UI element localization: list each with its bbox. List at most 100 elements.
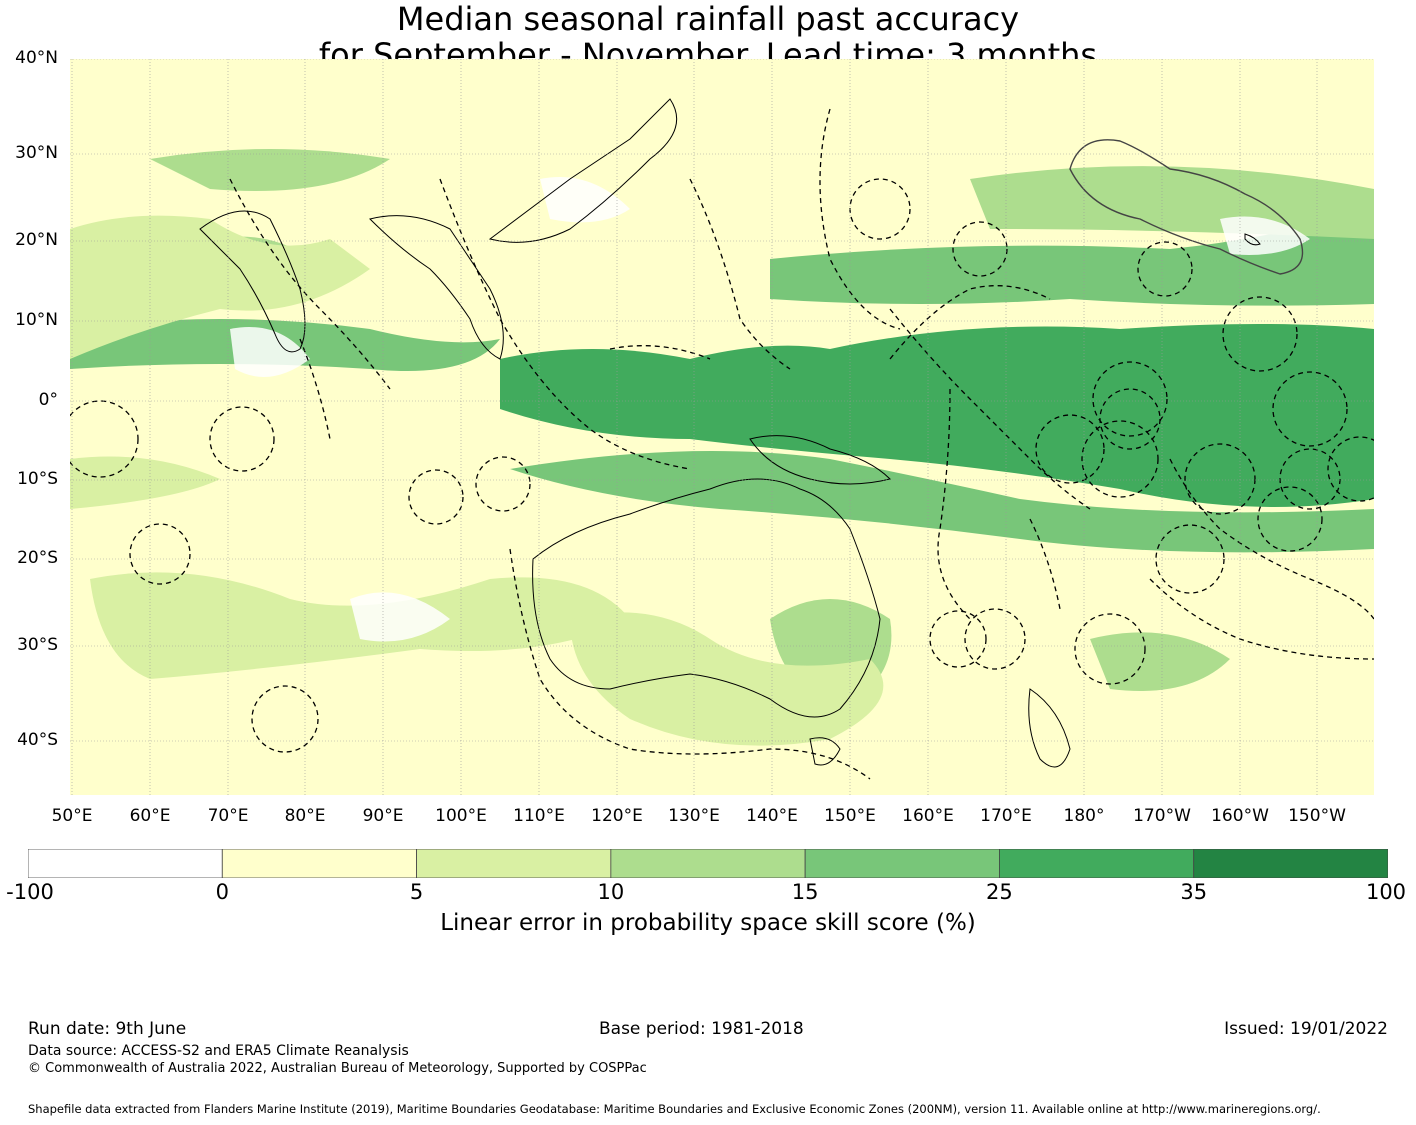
lon-label: 80°E — [284, 806, 326, 826]
lat-label: 40°N — [15, 48, 58, 68]
lat-label: 40°S — [17, 730, 58, 750]
eez-circle-5 — [1092, 361, 1168, 437]
base-period: Base period: 1981-2018 — [599, 1019, 804, 1039]
tasmania-coast — [809, 737, 841, 766]
lon-label: 110°E — [513, 806, 565, 826]
colorbar-title: Linear error in probability space skill … — [440, 910, 976, 936]
eez-circle-14 — [129, 523, 191, 585]
colorbar-tick-label: 5 — [409, 880, 424, 904]
lat-label: 10°N — [15, 310, 58, 330]
eez-circle-19 — [1155, 524, 1225, 594]
copyright: © Commonwealth of Australia 2022, Austra… — [28, 1061, 647, 1076]
map-title-line-1: Median seasonal rainfall past accuracy — [396, 0, 1020, 38]
colorbar-segment — [999, 849, 1195, 878]
eez-line-2 — [299, 338, 331, 440]
eez-circle-2 — [1137, 241, 1193, 297]
issued-date: Issued: 19/01/2022 — [1224, 1019, 1388, 1039]
india-coast — [199, 210, 306, 353]
eez-circle-12 — [209, 406, 275, 472]
southeast-asia-coast — [369, 215, 504, 360]
eez-circle-6 — [1081, 420, 1159, 498]
negative-skill-areas — [230, 177, 1310, 642]
eez-line-6 — [819, 108, 901, 330]
lon-label: 90°E — [362, 806, 404, 826]
eez-circle-7 — [1035, 414, 1105, 484]
eez-circle-18 — [1074, 613, 1146, 685]
new-guinea-coast — [749, 435, 891, 485]
skill-region-maritime-continent — [500, 324, 1374, 507]
skill-regions-layer — [70, 149, 1374, 746]
run-date: Run date: 9th June — [28, 1019, 187, 1039]
new-zealand-coast — [1028, 688, 1071, 768]
eez-line-12 — [889, 285, 1051, 360]
colorbar-segment — [804, 849, 1000, 878]
colorbar-tick-label: 100 — [1365, 880, 1407, 904]
lat-label: 0° — [38, 390, 58, 410]
lon-label: 160°E — [902, 806, 954, 826]
colorbar-tick-label: -100 — [6, 880, 54, 904]
eez-circle-21 — [1257, 486, 1323, 552]
eez-line-4 — [609, 345, 711, 360]
eez-circle-1 — [952, 221, 1008, 277]
colorbar-tick-label: 35 — [1180, 880, 1208, 904]
lon-label: 180° — [1063, 806, 1105, 826]
eez-line-9 — [1029, 518, 1061, 610]
lon-label: 130°E — [668, 806, 720, 826]
eez-line-11 — [1149, 578, 1374, 660]
eez-circle-16 — [929, 610, 987, 668]
eez-line-5 — [689, 178, 791, 370]
lat-label: 30°N — [15, 143, 58, 163]
lon-label: 70°E — [207, 806, 249, 826]
eez-circle-9 — [1279, 448, 1341, 510]
hawaii-coast — [1244, 233, 1261, 246]
lat-label: 10°S — [17, 469, 58, 489]
lon-label: 170°E — [980, 806, 1032, 826]
graticule-layer — [70, 59, 1374, 795]
skill-score-map — [70, 59, 1374, 795]
lat-label: 20°S — [17, 548, 58, 568]
colorbar — [28, 849, 1388, 878]
eez-circle-17 — [964, 608, 1026, 670]
lon-label: 120°E — [591, 806, 643, 826]
colorbar-segment — [28, 849, 223, 878]
eez-circle-22 — [1327, 436, 1374, 502]
colorbar-segment — [221, 849, 417, 878]
china-coast — [488, 98, 678, 243]
lon-label: 60°E — [129, 806, 171, 826]
eez-circle-4 — [1272, 371, 1348, 447]
colorbar-segment — [416, 849, 612, 878]
colorbar-tick-label: 25 — [986, 880, 1013, 904]
lon-label: 160°W — [1211, 806, 1269, 826]
lon-label: 170°W — [1133, 806, 1191, 826]
lon-label: 140°E — [746, 806, 798, 826]
colorbar-segment — [610, 849, 806, 878]
eez-circle-13 — [70, 400, 139, 478]
eez-boundaries-layer — [70, 108, 1374, 780]
eez-circle-15 — [251, 685, 319, 753]
eez-circle-3 — [1222, 296, 1298, 372]
lon-label: 150°W — [1288, 806, 1346, 826]
colorbar-tick-label: 10 — [597, 880, 625, 904]
eez-line-7 — [889, 308, 1091, 510]
eez-circle-10 — [408, 469, 464, 525]
hawaii-eez-outline — [1069, 139, 1304, 275]
eez-circle-8 — [1099, 388, 1161, 450]
coastline-layer — [199, 98, 1261, 768]
eez-circle-11 — [475, 456, 531, 512]
eez-line-8 — [937, 388, 971, 620]
data-source: Data source: ACCESS-S2 and ERA5 Climate … — [28, 1043, 409, 1059]
shapefile-credit: Shapefile data extracted from Flanders M… — [28, 1102, 1321, 1116]
lon-label: 150°E — [824, 806, 876, 826]
eez-line-1 — [229, 178, 391, 390]
lon-label: 100°E — [435, 806, 487, 826]
eez-line-0 — [509, 548, 871, 780]
lat-label: 20°N — [15, 230, 58, 250]
colorbar-tick-label: 15 — [791, 880, 819, 904]
lat-label: 30°S — [17, 635, 58, 655]
colorbar-tick-label: 0 — [215, 880, 229, 904]
colorbar-segment — [1193, 849, 1388, 878]
lon-label: 50°E — [51, 806, 93, 826]
eez-circle-20 — [1184, 443, 1256, 515]
eez-line-3 — [439, 178, 691, 470]
australia-coast — [532, 478, 881, 718]
